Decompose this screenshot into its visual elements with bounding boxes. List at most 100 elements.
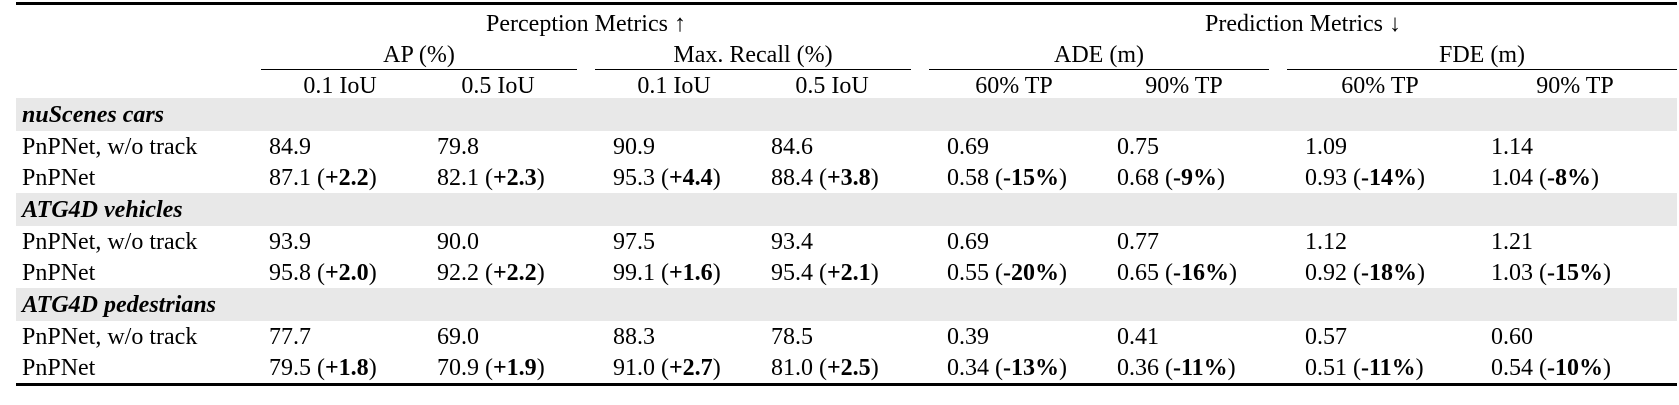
cell-value: 90.0 <box>437 228 479 255</box>
cell-value: 84.6 <box>771 133 813 160</box>
row-label: PnPNet <box>22 354 96 381</box>
cell-delta: -20% <box>1003 259 1059 286</box>
row-label: PnPNet <box>22 259 96 286</box>
row-label: PnPNet, w/o track <box>22 133 198 160</box>
table-cell: 0.68 (-9%) <box>1117 164 1225 191</box>
table-cell: 92.2 (+2.2) <box>437 259 545 286</box>
table-cell: 97.5 <box>595 226 753 257</box>
table-cell: 0.65 (-16%) <box>1117 259 1237 286</box>
table-cell: 0.41 <box>1099 321 1269 352</box>
table-cell: 1.14 <box>1473 131 1677 162</box>
header-row-groups: Perception Metrics ↑ Prediction Metrics … <box>16 4 1677 37</box>
table-cell: 82.1 (+2.3) <box>437 164 545 191</box>
cell-delta: +2.5 <box>827 354 871 381</box>
cell-value: 0.60 <box>1491 323 1533 350</box>
table-cell: 0.57 <box>1287 321 1473 352</box>
table-cell: 0.75 <box>1099 131 1269 162</box>
table-cell: 1.09 <box>1287 131 1473 162</box>
table-cell: 0.39 <box>929 321 1099 352</box>
cell-value: 0.55 <box>947 259 989 286</box>
cell-value: 0.58 <box>947 164 989 191</box>
table-cell: 69.0 <box>419 321 577 352</box>
cell-delta: -8% <box>1547 164 1591 191</box>
cell-value: 0.34 <box>947 354 989 381</box>
cell-delta: -11% <box>1173 354 1228 381</box>
cell-value: 88.3 <box>613 323 655 350</box>
table-cell: 95.3 (+4.4) <box>613 164 721 191</box>
table-cell: 90.9 <box>595 131 753 162</box>
cell-value: 0.93 <box>1305 164 1347 191</box>
table-cell: 84.6 <box>753 131 911 162</box>
table-cell: 0.92 (-18%) <box>1305 259 1425 286</box>
cell-value: 82.1 <box>437 164 479 191</box>
cell-delta: +2.2 <box>493 259 537 286</box>
cell-value: 0.41 <box>1117 323 1159 350</box>
table-cell: 79.5 (+1.8) <box>269 354 377 381</box>
ap-iou01-header: 0.1 IoU <box>261 69 419 98</box>
table-cell: 95.4 (+2.1) <box>771 259 879 286</box>
ade-tp90-header: 90% TP <box>1099 69 1269 98</box>
table-cell: 70.9 (+1.9) <box>437 354 545 381</box>
cell-delta: -11% <box>1361 354 1416 381</box>
table-row: PnPNet 79.5 (+1.8) 70.9 (+1.9) 91.0 (+2.7) 8… <box>16 352 1677 385</box>
table-cell: 90.0 <box>419 226 577 257</box>
table-cell: 79.8 <box>419 131 577 162</box>
cell-value: 0.39 <box>947 323 989 350</box>
fde-tp90-header: 90% TP <box>1473 69 1677 98</box>
row-label: PnPNet <box>22 164 96 191</box>
cell-value: 0.57 <box>1305 323 1347 350</box>
cell-value: 1.21 <box>1491 228 1533 255</box>
table-cell: 84.9 <box>261 131 419 162</box>
table-cell: 99.1 (+1.6) <box>613 259 721 286</box>
header-row-metrics: AP (%) Max. Recall (%) ADE (m) FDE (m) <box>16 36 1677 70</box>
cell-value: 0.69 <box>947 228 989 255</box>
results-table: Perception Metrics ↑ Prediction Metrics … <box>16 2 1677 386</box>
table-cell: 1.12 <box>1287 226 1473 257</box>
cell-delta: -16% <box>1173 259 1229 286</box>
recall-iou01-header: 0.1 IoU <box>595 69 753 98</box>
cell-value: 0.65 <box>1117 259 1159 286</box>
cell-delta: +3.8 <box>827 164 871 191</box>
table-cell: 93.4 <box>753 226 911 257</box>
ap-header: AP (%) <box>383 42 455 68</box>
cell-delta: +2.7 <box>669 354 713 381</box>
table-cell: 95.8 (+2.0) <box>269 259 377 286</box>
cell-delta: -13% <box>1003 354 1059 381</box>
cell-value: 90.9 <box>613 133 655 160</box>
cell-value: 78.5 <box>771 323 813 350</box>
cell-value: 95.3 <box>613 164 655 191</box>
cell-value: 97.5 <box>613 228 655 255</box>
table-cell: 0.69 <box>929 131 1099 162</box>
cell-value: 84.9 <box>269 133 311 160</box>
table-cell: 0.36 (-11%) <box>1117 354 1236 381</box>
cell-value: 81.0 <box>771 354 813 381</box>
table-cell: 1.03 (-15%) <box>1491 259 1611 286</box>
table-cell: 0.60 <box>1473 321 1677 352</box>
cell-delta: -18% <box>1361 259 1417 286</box>
max-recall-header: Max. Recall (%) <box>673 42 833 68</box>
table-cell: 0.58 (-15%) <box>947 164 1067 191</box>
cell-delta: +1.8 <box>325 354 369 381</box>
cell-delta: +4.4 <box>669 164 713 191</box>
cell-value: 1.09 <box>1305 133 1347 160</box>
table-cell: 78.5 <box>753 321 911 352</box>
cell-delta: -15% <box>1547 259 1603 286</box>
section-header-row: nuScenes cars <box>16 98 1677 131</box>
table-cell: 0.93 (-14%) <box>1305 164 1425 191</box>
cell-delta: -10% <box>1547 354 1603 381</box>
cell-value: 93.9 <box>269 228 311 255</box>
cell-delta: -9% <box>1173 164 1217 191</box>
table-row: PnPNet, w/o track 84.9 79.8 90.9 84.6 0.69 0.7… <box>16 131 1677 162</box>
cell-value: 88.4 <box>771 164 813 191</box>
table-cell: 0.54 (-10%) <box>1491 354 1611 381</box>
table-cell: 81.0 (+2.5) <box>771 354 879 381</box>
cell-value: 1.04 <box>1491 164 1533 191</box>
table-cell: 77.7 <box>261 321 419 352</box>
table-cell: 93.9 <box>261 226 419 257</box>
cell-delta: +2.3 <box>493 164 537 191</box>
row-label: PnPNet, w/o track <box>22 228 198 255</box>
cell-value: 99.1 <box>613 259 655 286</box>
cell-delta: +2.1 <box>827 259 871 286</box>
recall-iou05-header: 0.5 IoU <box>753 69 911 98</box>
cell-value: 95.8 <box>269 259 311 286</box>
